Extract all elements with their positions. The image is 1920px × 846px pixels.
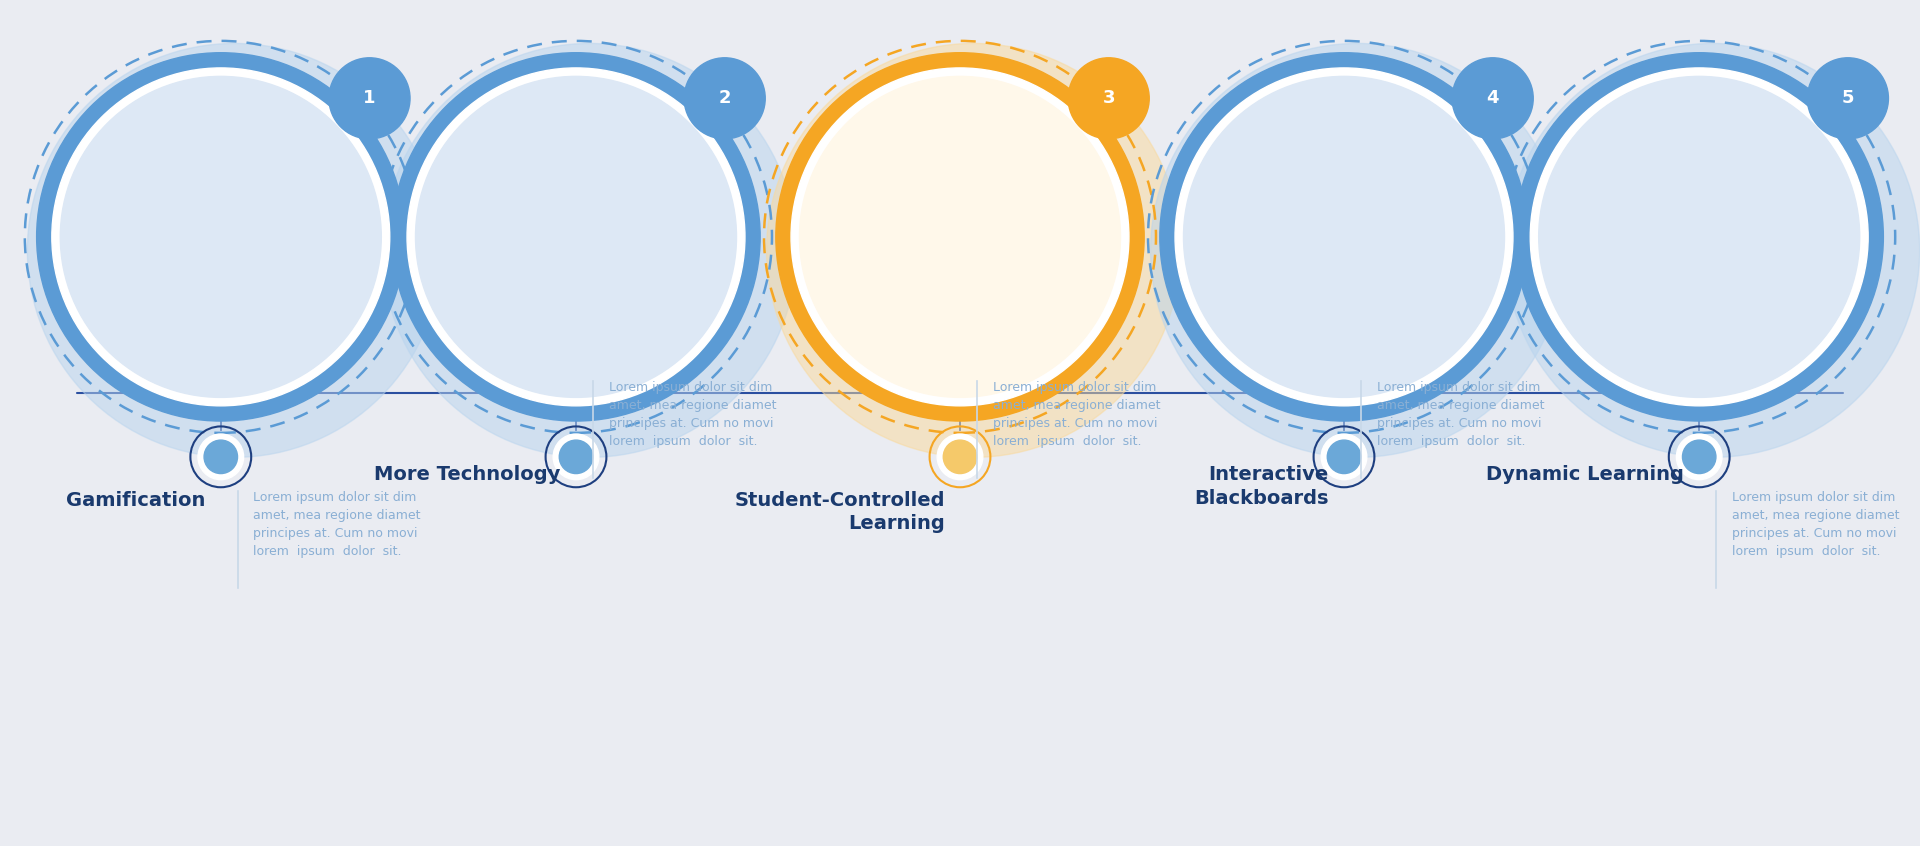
Ellipse shape	[1183, 76, 1505, 398]
Ellipse shape	[1538, 76, 1860, 398]
Text: More Technology: More Technology	[374, 465, 561, 484]
Text: Lorem ipsum dolor sit dim
amet, mea regione diamet
principes at. Cum no movi
lor: Lorem ipsum dolor sit dim amet, mea regi…	[993, 381, 1160, 448]
Text: Lorem ipsum dolor sit dim
amet, mea regione diamet
principes at. Cum no movi
lor: Lorem ipsum dolor sit dim amet, mea regi…	[1732, 491, 1899, 558]
Ellipse shape	[1530, 68, 1868, 406]
Text: Lorem ipsum dolor sit dim
amet, mea regione diamet
principes at. Cum no movi
lor: Lorem ipsum dolor sit dim amet, mea regi…	[609, 381, 776, 448]
Text: 2: 2	[718, 90, 732, 107]
Ellipse shape	[1452, 58, 1534, 139]
Ellipse shape	[799, 76, 1121, 398]
Ellipse shape	[684, 58, 766, 139]
Text: Lorem ipsum dolor sit dim
amet, mea regione diamet
principes at. Cum no movi
lor: Lorem ipsum dolor sit dim amet, mea regi…	[1377, 381, 1544, 448]
Ellipse shape	[943, 440, 977, 474]
Ellipse shape	[328, 58, 411, 139]
Ellipse shape	[559, 440, 593, 474]
Ellipse shape	[1160, 52, 1528, 421]
Text: Interactive
Blackboards: Interactive Blackboards	[1194, 465, 1329, 508]
Ellipse shape	[1175, 68, 1513, 406]
Text: Student-Controlled
Learning: Student-Controlled Learning	[733, 491, 945, 533]
Ellipse shape	[1676, 434, 1722, 480]
Ellipse shape	[1321, 434, 1367, 480]
Ellipse shape	[204, 440, 238, 474]
Text: 5: 5	[1841, 90, 1855, 107]
Ellipse shape	[776, 52, 1144, 421]
Text: 3: 3	[1102, 90, 1116, 107]
Text: Gamification: Gamification	[65, 491, 205, 509]
Ellipse shape	[198, 434, 244, 480]
Ellipse shape	[52, 68, 390, 406]
Ellipse shape	[766, 43, 1181, 458]
Ellipse shape	[415, 76, 737, 398]
Ellipse shape	[407, 68, 745, 406]
Ellipse shape	[1807, 58, 1889, 139]
Ellipse shape	[1682, 440, 1716, 474]
Text: 4: 4	[1486, 90, 1500, 107]
Text: Lorem ipsum dolor sit dim
amet, mea regione diamet
principes at. Cum no movi
lor: Lorem ipsum dolor sit dim amet, mea regi…	[253, 491, 420, 558]
Ellipse shape	[392, 52, 760, 421]
Ellipse shape	[27, 43, 442, 458]
Ellipse shape	[1515, 52, 1884, 421]
Ellipse shape	[1505, 43, 1920, 458]
Ellipse shape	[1327, 440, 1361, 474]
Text: 1: 1	[363, 90, 376, 107]
Ellipse shape	[791, 68, 1129, 406]
Ellipse shape	[36, 52, 405, 421]
Ellipse shape	[937, 434, 983, 480]
Text: Dynamic Learning: Dynamic Learning	[1486, 465, 1684, 484]
Ellipse shape	[1150, 43, 1565, 458]
Ellipse shape	[60, 76, 382, 398]
Ellipse shape	[553, 434, 599, 480]
Ellipse shape	[382, 43, 797, 458]
Ellipse shape	[1068, 58, 1150, 139]
